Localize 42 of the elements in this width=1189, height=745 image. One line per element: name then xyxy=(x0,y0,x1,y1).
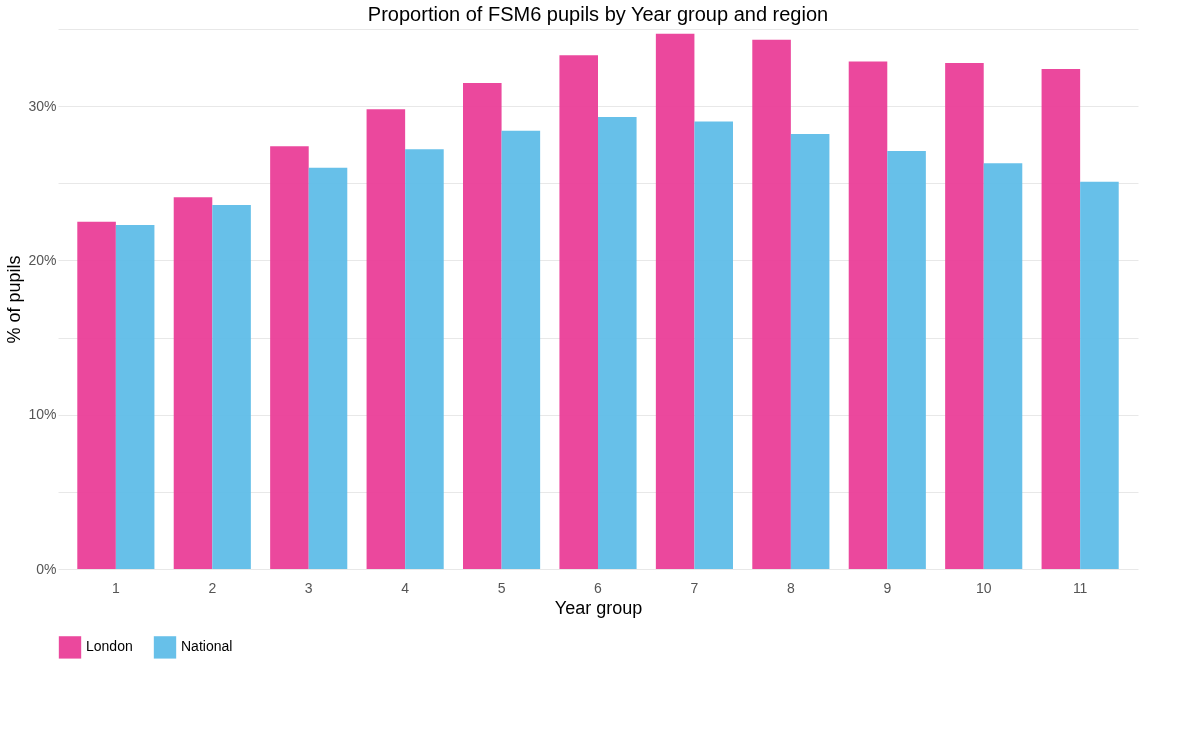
x-tick-label: 8 xyxy=(786,579,795,596)
x-tick-label: 3 xyxy=(304,579,313,596)
x-tick-label: 10 xyxy=(975,579,992,596)
bar xyxy=(790,133,830,569)
y-tick-label: 20% xyxy=(28,251,57,268)
bar xyxy=(887,150,926,569)
bar xyxy=(308,167,348,569)
x-tick-label: 1 xyxy=(111,579,120,596)
bar xyxy=(405,149,444,569)
y-tick-label: 10% xyxy=(28,406,57,423)
chart-title: Proportion of FSM6 pupils by Year group and region xyxy=(367,3,829,25)
bar xyxy=(983,163,1023,569)
x-axis-title: Year group xyxy=(554,597,643,618)
x-tick-label: 7 xyxy=(690,579,699,596)
bar xyxy=(1080,181,1119,569)
legend-label: London xyxy=(86,638,133,655)
bar xyxy=(752,39,791,569)
bar xyxy=(655,33,695,569)
bar xyxy=(173,197,213,569)
bar xyxy=(270,146,309,569)
x-tick-label: 2 xyxy=(208,579,217,596)
y-tick-label: 0% xyxy=(36,560,57,577)
bar xyxy=(77,221,116,569)
bar xyxy=(366,109,406,569)
bar xyxy=(559,55,598,569)
bar xyxy=(945,62,984,569)
bar xyxy=(694,121,733,569)
x-tick-label: 11 xyxy=(1072,579,1088,596)
y-axis-title: % of pupils xyxy=(4,255,25,344)
bar xyxy=(501,130,541,569)
bar xyxy=(848,61,888,569)
bar xyxy=(598,116,637,569)
legend-label: National xyxy=(181,638,233,655)
y-tick-label: 30% xyxy=(28,97,57,114)
bar xyxy=(115,224,155,569)
bar xyxy=(1041,69,1081,569)
x-tick-label: 6 xyxy=(594,579,603,596)
x-tick-label: 5 xyxy=(497,579,506,596)
x-tick-label: 9 xyxy=(883,579,892,596)
x-tick-label: 4 xyxy=(401,579,410,596)
bar xyxy=(463,83,502,569)
bar xyxy=(212,204,251,569)
